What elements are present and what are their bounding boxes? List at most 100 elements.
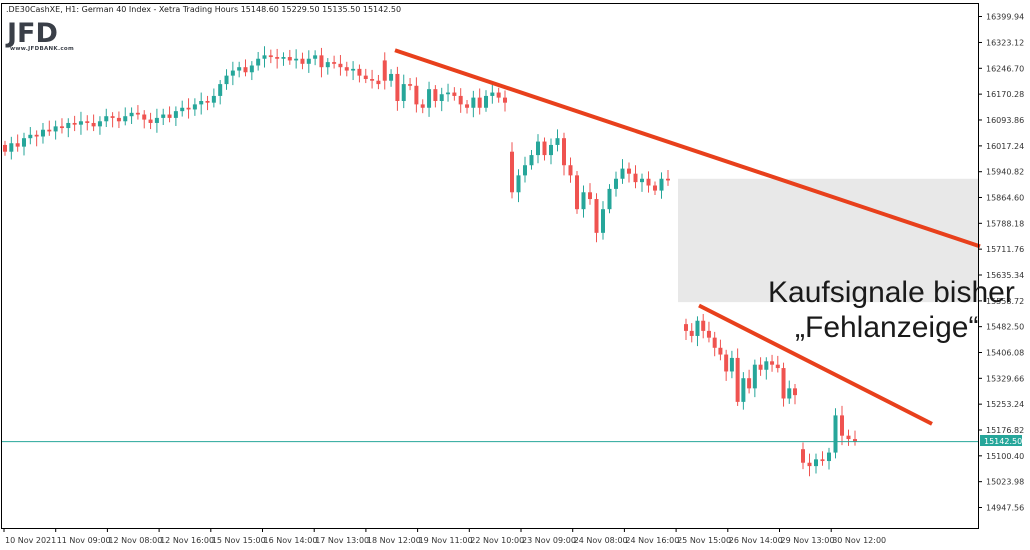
candle	[408, 78, 413, 91]
candle-body	[161, 114, 166, 118]
candle	[724, 349, 729, 381]
candle-body	[614, 178, 618, 189]
candle-body	[484, 95, 489, 108]
candle-body	[180, 107, 185, 112]
candle-body	[427, 89, 432, 108]
candle	[607, 184, 612, 214]
candle-body	[40, 129, 45, 137]
candle-body	[516, 175, 521, 193]
candle-body	[338, 63, 343, 68]
candle	[581, 185, 586, 218]
candle-body	[433, 89, 438, 101]
candle-body	[607, 188, 612, 210]
candle	[523, 156, 527, 183]
candle	[536, 134, 540, 164]
y-tick-label: 15406.08	[986, 348, 1024, 357]
y-tick-label: 16017.24	[986, 142, 1024, 151]
candle	[712, 331, 717, 357]
y-tick-label: 15940.82	[986, 168, 1024, 177]
y-tick-label: 16093.86	[986, 116, 1024, 125]
candle-body	[764, 361, 769, 370]
candle-body	[536, 141, 540, 156]
logo-subtext: www.JFDBANK.com	[10, 46, 74, 52]
y-tick-label: 16323.12	[986, 38, 1024, 47]
candle-body	[332, 62, 337, 64]
candle	[433, 85, 438, 108]
resistance-zone	[678, 178, 978, 303]
candle-body	[446, 92, 451, 95]
candle	[3, 140, 7, 156]
y-tick-label: 15100.40	[986, 452, 1024, 461]
candle-body	[542, 141, 547, 156]
candle-body	[3, 144, 7, 152]
candle	[706, 321, 711, 343]
candle-body	[781, 368, 786, 399]
candle	[218, 80, 223, 105]
candle-body	[408, 84, 413, 86]
x-tick-label: 30 Nov 12:00	[832, 536, 886, 545]
candle-body	[205, 100, 210, 103]
candle-body	[735, 357, 740, 402]
candle-body	[601, 209, 605, 233]
candle-body	[640, 178, 644, 183]
candle	[741, 372, 746, 410]
candle	[594, 193, 599, 243]
candle	[338, 55, 343, 76]
candle	[820, 451, 825, 466]
y-tick-label: 15788.18	[986, 219, 1024, 228]
candle-body	[319, 55, 324, 68]
candle-body	[666, 178, 670, 181]
candle-body	[741, 378, 746, 402]
candle	[659, 172, 664, 199]
candle	[620, 159, 625, 184]
candle-body	[814, 459, 818, 467]
candle	[306, 50, 311, 73]
candle	[91, 114, 96, 132]
candle	[807, 453, 812, 477]
candle-body	[199, 100, 204, 105]
candle-body	[382, 60, 387, 81]
candle-body	[395, 73, 400, 101]
candle	[351, 61, 356, 81]
candle	[846, 429, 851, 446]
candle-body	[724, 354, 729, 372]
candle	[752, 359, 757, 398]
candle-body	[91, 122, 96, 127]
candle-body	[588, 192, 592, 200]
candle-body	[123, 116, 128, 122]
candle-body	[9, 143, 14, 152]
candle	[555, 129, 560, 152]
y-tick-label: 15329.66	[986, 374, 1024, 383]
candle	[801, 442, 805, 470]
candle-body	[581, 192, 586, 210]
candle	[370, 69, 375, 89]
candle	[439, 87, 444, 112]
candle-body	[562, 138, 566, 166]
x-tick-label: 23 Nov 09:00	[522, 536, 576, 545]
candle	[853, 430, 857, 446]
candle	[471, 90, 476, 118]
y-tick-label: 15711.76	[986, 245, 1024, 254]
candle	[180, 100, 185, 117]
candle	[72, 115, 77, 132]
candle	[97, 116, 102, 135]
candle-body	[104, 116, 109, 122]
candle	[601, 201, 605, 240]
candle-body	[653, 185, 657, 191]
y-tick-label: 15864.60	[986, 193, 1024, 202]
candle-body	[218, 84, 223, 96]
candle-body	[116, 117, 121, 122]
candle-body	[47, 129, 52, 132]
candle	[28, 127, 33, 145]
candle	[300, 52, 305, 70]
candle	[414, 77, 419, 113]
candle	[420, 99, 425, 114]
candle	[47, 120, 52, 136]
candle-body	[59, 126, 64, 129]
candle-body	[97, 121, 102, 127]
x-tick-label: 26 Nov 14:00	[729, 536, 783, 545]
candle-body	[820, 459, 825, 462]
candle	[833, 408, 838, 459]
upper-trendline	[394, 48, 981, 249]
candle-body	[633, 173, 638, 183]
